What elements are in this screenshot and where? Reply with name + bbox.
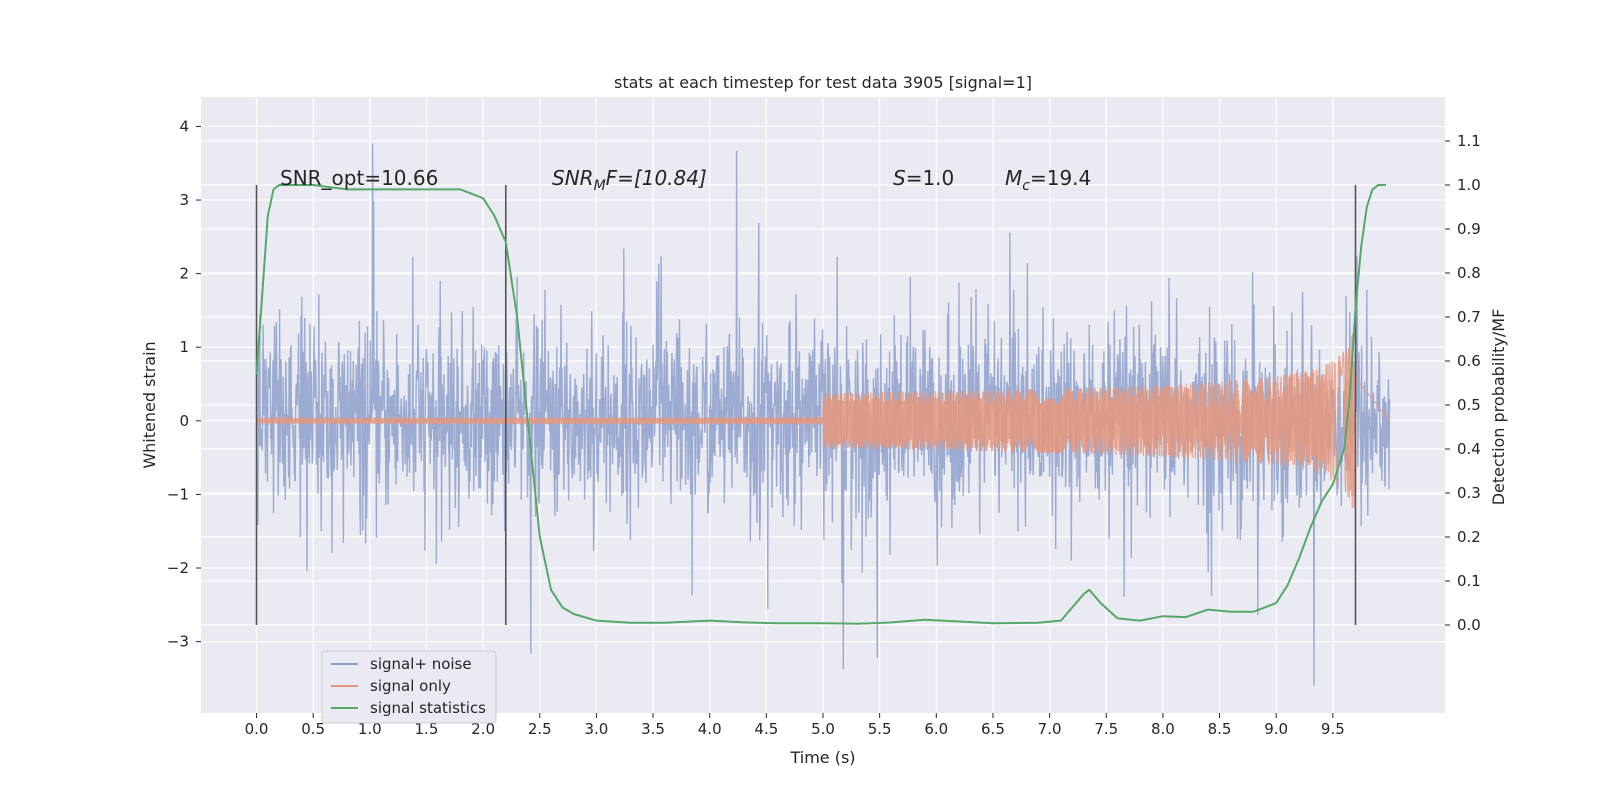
y-right-tick-label: 0.8 (1457, 264, 1481, 282)
x-tick-label: 7.0 (1038, 720, 1062, 738)
vertical-markers (255, 185, 1357, 625)
y-left-tick-label: 2 (179, 265, 189, 283)
x-tick-label: 1.0 (358, 720, 382, 738)
y-left-tick-label: 3 (179, 191, 189, 209)
x-tick-label: 6.0 (924, 720, 948, 738)
x-tick-label: 2.5 (528, 720, 552, 738)
x-tick-label: 5.5 (868, 720, 892, 738)
y-right-tick-label: 0.3 (1457, 484, 1481, 502)
x-tick-label: 3.0 (584, 720, 608, 738)
x-tick-label: 9.0 (1264, 720, 1288, 738)
x-tick-label: 3.5 (641, 720, 665, 738)
x-tick-label: 4.5 (754, 720, 778, 738)
legend-label-signal-noise: signal+ noise (370, 655, 472, 673)
legend-label-signal-only: signal only (370, 677, 451, 695)
x-tick-label: 8.0 (1151, 720, 1175, 738)
x-tick-label: 0.5 (301, 720, 325, 738)
x-tick-label: 6.5 (981, 720, 1005, 738)
y-right-tick-labels: 1.1 1.0 0.9 0.8 0.7 0.6 0.5 0.4 0.3 0.2 0.1 0.0 (1445, 132, 1481, 634)
x-tick-label: 7.5 (1094, 720, 1118, 738)
y-right-tick-label: 0.7 (1457, 308, 1481, 326)
y-axis-label-right: Detection probability/MF (1489, 309, 1508, 506)
x-tick-label: 9.5 (1321, 720, 1345, 738)
y-left-tick-label: 0 (179, 412, 189, 430)
y-right-tick-label: 0.9 (1457, 220, 1481, 238)
legend-box (321, 650, 497, 724)
y-left-tick-label: −1 (167, 485, 189, 503)
x-axis-label: Time (s) (789, 748, 855, 767)
annotation-snr-opt: SNR_opt=10.66 (280, 166, 438, 190)
annotation-mc: Mc=19.4 (1005, 166, 1091, 194)
y-right-tick-label: 0.1 (1457, 572, 1481, 590)
x-tick-labels: 0.0 0.5 1.0 1.5 2.0 2.5 3.0 3.5 4.0 4.5 5.0 5.5 6.0 6… (245, 713, 1345, 738)
annotation-snr-mf: SNRMF=[10.84] (552, 166, 707, 194)
legend-label-signal-statistics: signal statistics (370, 699, 486, 717)
y-axis-label-left: Whitened strain (140, 341, 159, 468)
y-left-tick-labels: 4 3 2 1 0 −1 −2 −3 (167, 117, 201, 651)
y-right-tick-label: 0.4 (1457, 440, 1481, 458)
y-right-tick-label: 1.0 (1457, 176, 1481, 194)
x-tick-label: 4.0 (698, 720, 722, 738)
x-tick-label: 2.0 (471, 720, 495, 738)
legend: signal+ noise signal only signal statist… (321, 650, 497, 724)
y-right-tick-label: 0.2 (1457, 528, 1481, 546)
chirp-line (255, 333, 1390, 509)
y-right-tick-label: 0.6 (1457, 352, 1481, 370)
chart-title: stats at each timestep for test data 390… (614, 73, 1032, 92)
noise-line (255, 143, 1391, 686)
y-left-tick-label: 4 (179, 117, 189, 135)
annotation-s: S=1.0 (893, 166, 954, 190)
series-signal-statistics (255, 184, 1387, 625)
x-tick-label: 8.5 (1208, 720, 1232, 738)
x-tick-label: 5.0 (811, 720, 835, 738)
y-left-tick-label: −2 (167, 559, 189, 577)
series-signal-only (255, 333, 1390, 509)
y-left-tick-label: 1 (179, 338, 189, 356)
statistics-line (255, 184, 1387, 625)
y-right-tick-label: 1.1 (1457, 132, 1481, 150)
y-right-tick-label: 0.0 (1457, 616, 1481, 634)
x-tick-label: 1.5 (415, 720, 439, 738)
y-right-tick-label: 0.5 (1457, 396, 1481, 414)
y-left-tick-label: −3 (167, 633, 189, 651)
series-signal-noise (255, 143, 1391, 686)
x-tick-label: 0.0 (245, 720, 269, 738)
